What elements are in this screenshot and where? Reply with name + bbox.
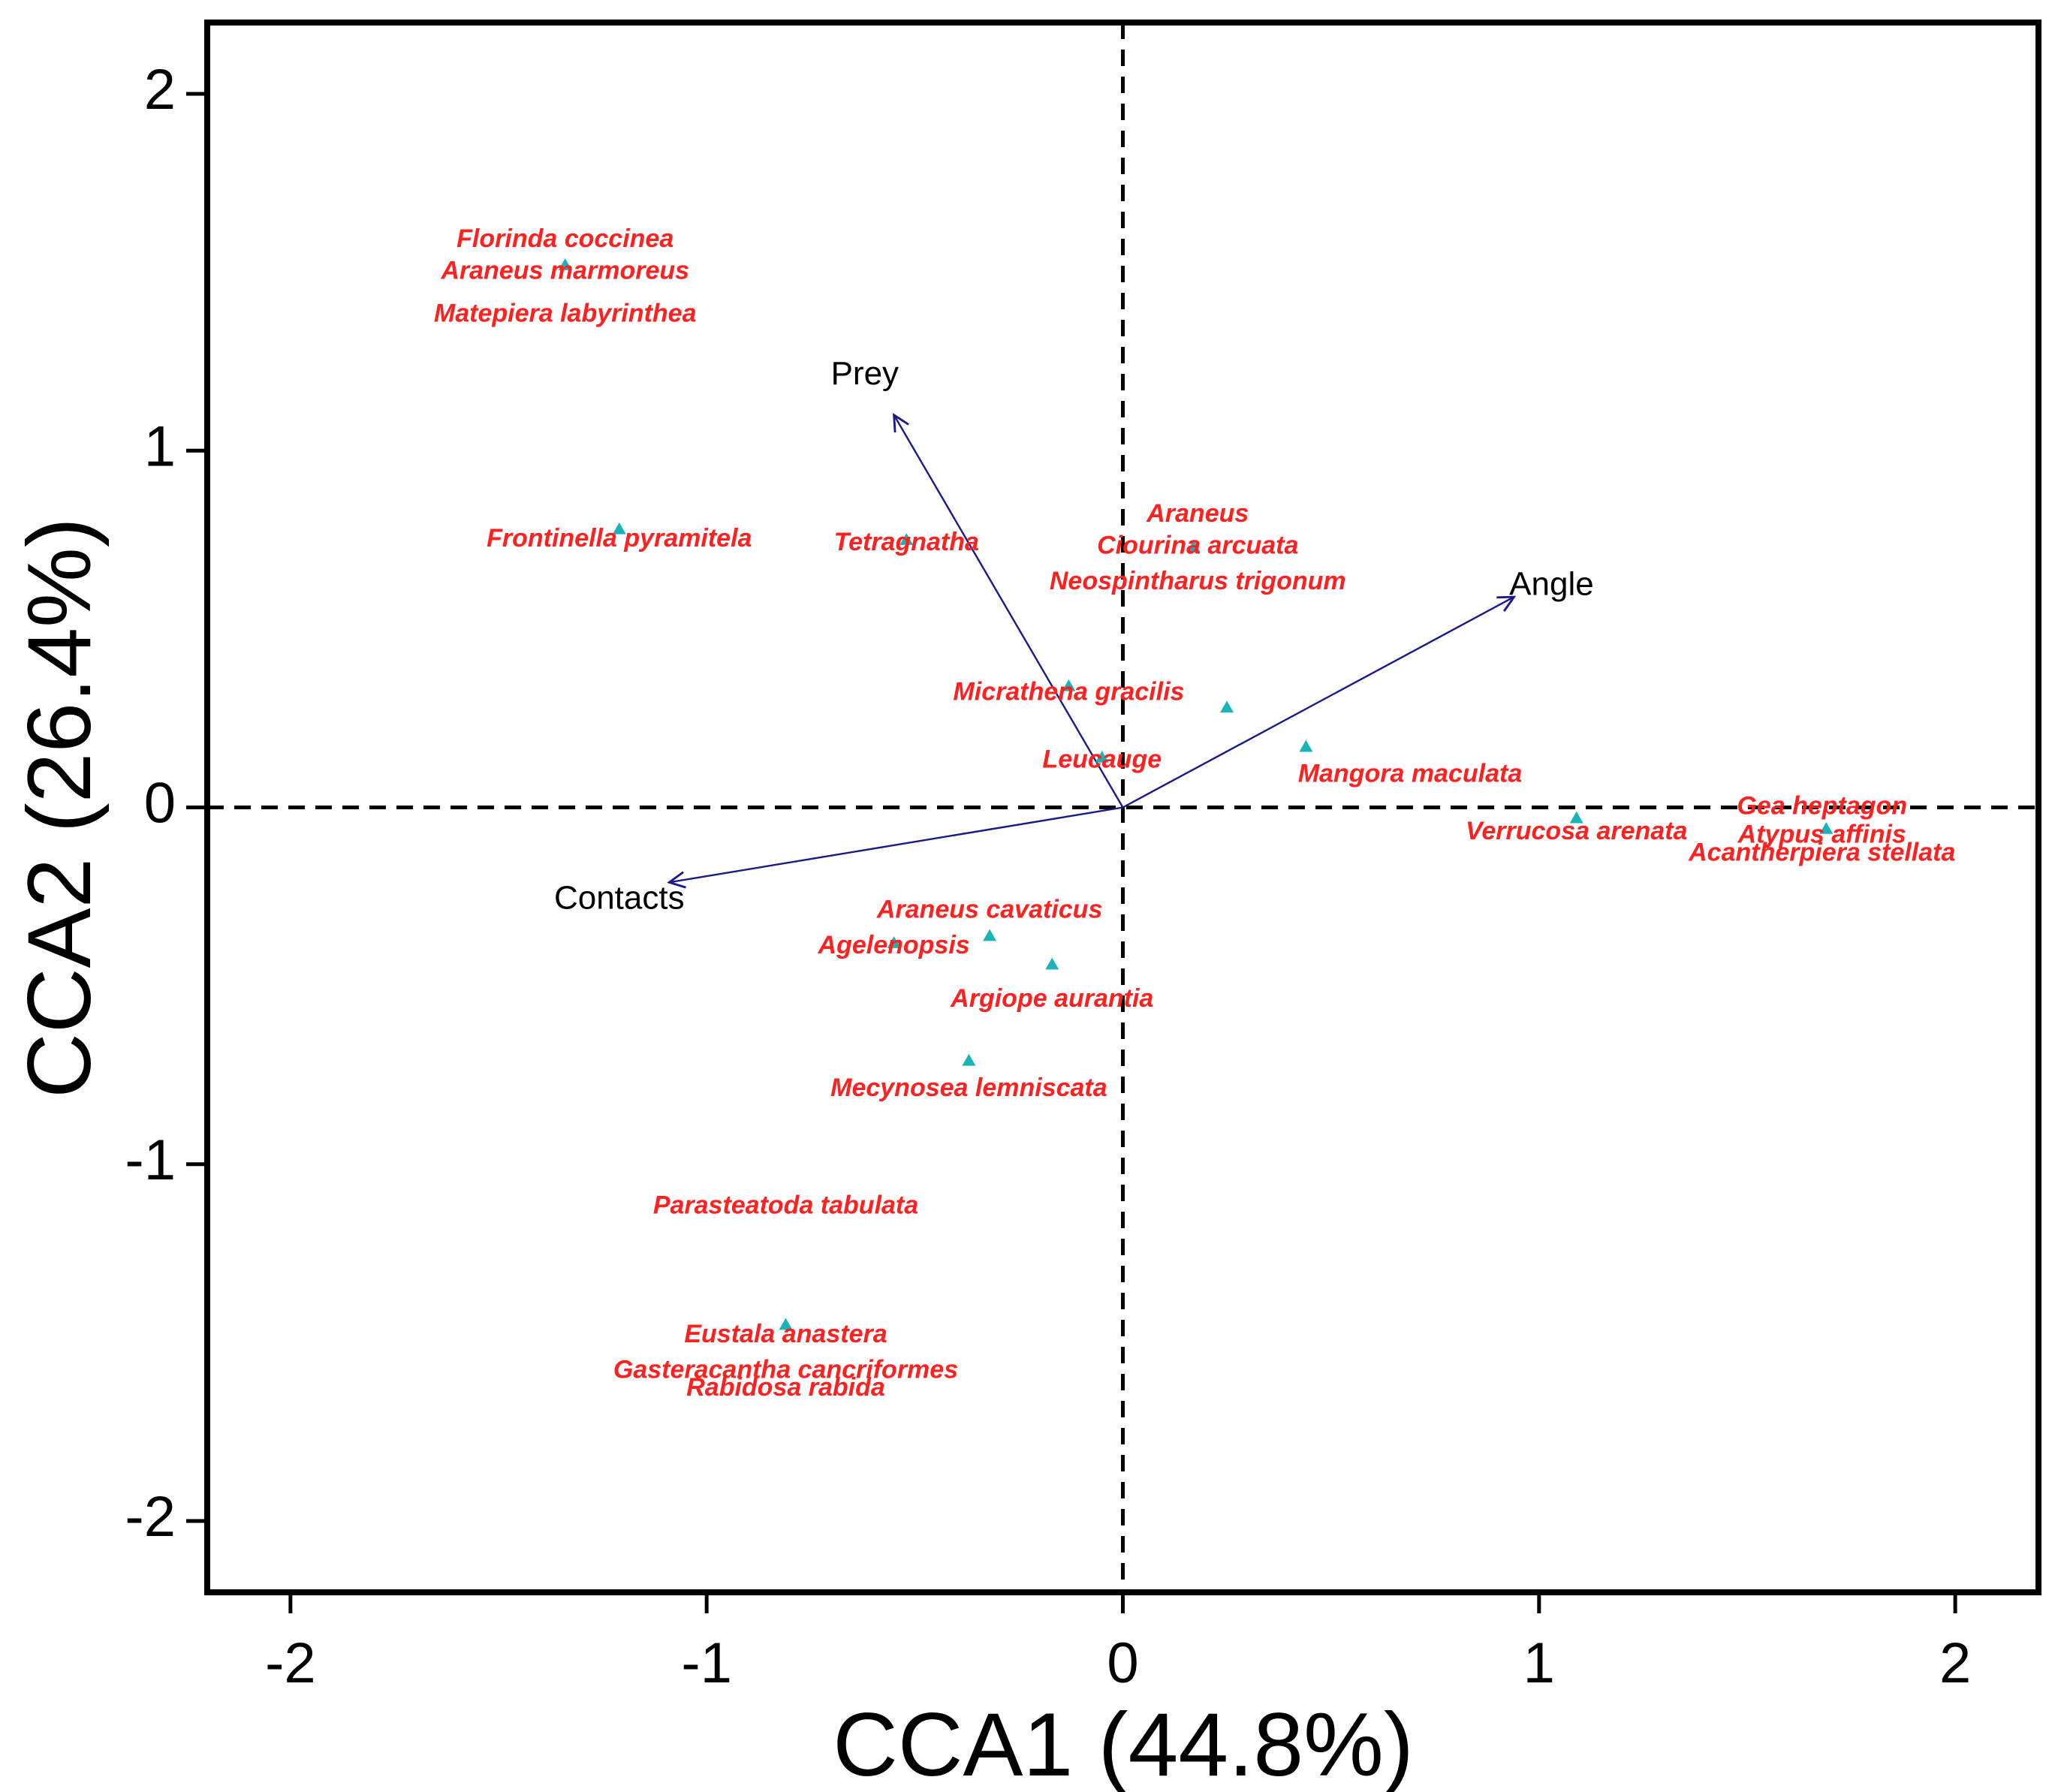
species-label: Mangora maculata: [1298, 760, 1523, 788]
species-label: Verrucosa arenata: [1466, 817, 1687, 845]
vector-label-contacts: Contacts: [554, 880, 685, 917]
x-tick-label: -2: [265, 1631, 316, 1695]
species-point: [887, 936, 901, 948]
y-tick-label: 2: [144, 58, 176, 122]
species-label: Frontinella pyramitela: [487, 524, 752, 553]
x-axis: -2 -1 0 1 2: [265, 1592, 1971, 1695]
y-axis-title: CCA2 (26.4%): [9, 517, 110, 1098]
y-axis: -2 -1 0 1 2: [125, 58, 207, 1549]
vector-label-angle: Angle: [1509, 565, 1594, 602]
species-label: Gea heptagon: [1737, 791, 1907, 820]
species-label: Argiope aurantia: [950, 984, 1153, 1013]
x-tick-label: 0: [1107, 1631, 1138, 1695]
species-label: Tetragnatha: [834, 528, 979, 556]
vector-arrow-angle: [1122, 597, 1514, 809]
species-label: Matepiera labyrinthea: [434, 300, 697, 328]
y-tick-label: 0: [144, 772, 176, 836]
species-point: [779, 1318, 793, 1330]
species-label: Eustala anastera: [684, 1320, 887, 1348]
x-tick-label: 2: [1939, 1631, 1971, 1695]
vector-label-prey: Prey: [831, 355, 899, 392]
species-point: [612, 522, 626, 535]
species-label: Rabidosa rabida: [686, 1373, 885, 1402]
species-label: Micrathena gracilis: [953, 677, 1184, 706]
species-label: Araneus marmoreus: [440, 257, 689, 285]
species-label: Gasteracantha cancriformes: [613, 1355, 958, 1384]
species-point: [962, 1053, 976, 1066]
species-point: [1819, 822, 1834, 834]
vector-labels: Prey Angle Contacts: [554, 355, 1594, 917]
species-labels: Florinda coccinea Araneus marmoreus Matepi…: [434, 224, 1955, 1402]
species-point: [899, 533, 914, 545]
species-point: [1062, 679, 1076, 691]
species-label: Florinda coccinea: [456, 224, 673, 253]
species-point: [983, 929, 997, 941]
species-point: [1095, 750, 1109, 763]
species-point: [1299, 739, 1313, 752]
y-tick-label: 1: [144, 414, 176, 478]
environmental-vectors: [669, 415, 1514, 883]
species-point: [1045, 957, 1059, 970]
x-tick-label: 1: [1523, 1631, 1555, 1695]
species-point: [1220, 700, 1234, 713]
species-point: [1186, 540, 1201, 553]
vector-arrow-contacts: [669, 806, 1123, 883]
species-label: Ciourina arcuata: [1097, 532, 1298, 560]
species-point: [1569, 811, 1583, 824]
vector-arrow-prey: [894, 415, 1124, 809]
x-axis-title: CCA1 (44.8%): [833, 1694, 1414, 1792]
species-points: [558, 258, 1834, 1330]
species-label: Mecynosea lemniscata: [830, 1074, 1107, 1102]
species-label: Agelenopsis: [818, 931, 970, 959]
x-tick-label: -1: [681, 1631, 732, 1695]
species-label: Parasteatoda tabulata: [653, 1191, 918, 1220]
species-label: Atypus affinis: [1737, 821, 1906, 849]
species-label: Acantherpiera stellata: [1688, 838, 1955, 866]
y-tick-label: -1: [125, 1128, 176, 1192]
species-point: [558, 258, 572, 270]
species-label: Neospintharus trigonum: [1050, 567, 1346, 595]
y-tick-label: -2: [125, 1485, 176, 1549]
species-label: Araneus: [1146, 499, 1249, 528]
species-label: Araneus cavaticus: [876, 895, 1103, 923]
species-label: Leucauge: [1042, 745, 1162, 774]
